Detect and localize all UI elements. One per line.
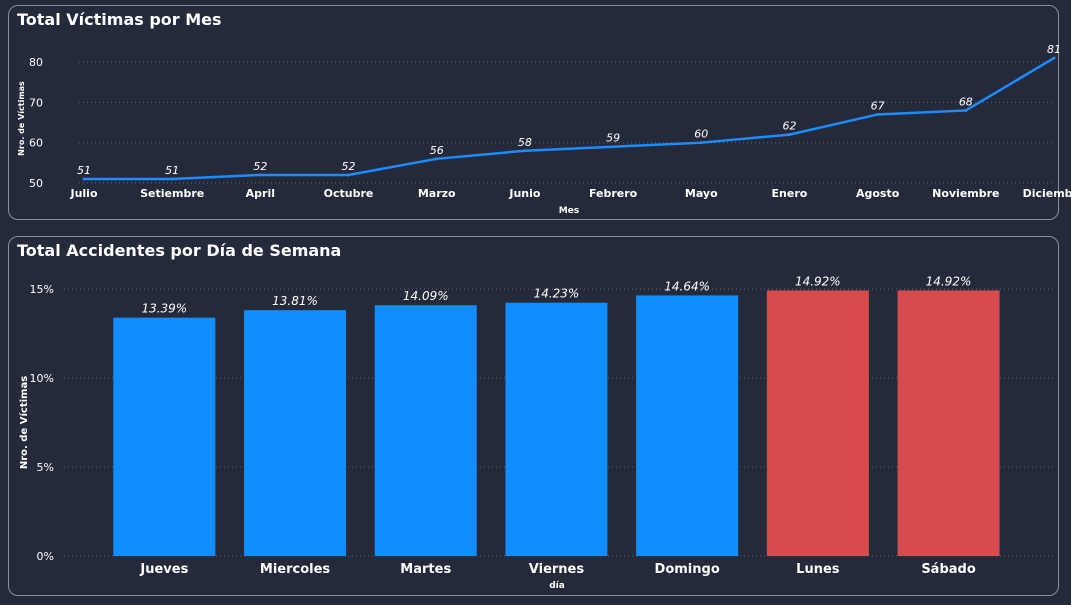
bar-domingo xyxy=(636,295,739,556)
monthly-victims-panel: Total Víctimas por Mes 50 60 70 80 51 Julio 51… xyxy=(8,5,1071,220)
line-chart-point xyxy=(82,177,86,181)
line-chart-data-label: 51 xyxy=(165,164,179,177)
bar-lunes xyxy=(766,290,869,556)
bar-chart-data-label: 13.81% xyxy=(272,294,318,308)
bar-sábado xyxy=(897,290,1000,556)
line-chart-x-tick: Setiembre xyxy=(140,187,204,200)
bar-chart-data-label: 14.92% xyxy=(926,274,972,288)
line-chart-data-label: 81 xyxy=(1047,43,1061,56)
bar-viernes xyxy=(505,302,608,556)
weekday-accidents-bar-chart: 0% 5% 10% 15% 13.39% Jueves 13.81% Miercoles 14.… xyxy=(18,274,1054,591)
line-chart-data-label: 62 xyxy=(782,120,796,133)
line-chart-x-tick: Junio xyxy=(508,187,541,200)
bar-chart-x-tick: Sábado xyxy=(921,562,976,577)
line-chart-data-label: 56 xyxy=(430,144,444,157)
line-chart-data-label: 58 xyxy=(518,136,532,149)
bar-chart-y-tick: 5% xyxy=(37,461,54,474)
monthly-victims-line-chart: 50 60 70 80 51 Julio 51 Setiembre 52 April 52 Octub… xyxy=(17,43,1071,216)
line-chart-x-axis-title: Mes xyxy=(559,206,579,216)
line-chart-x-tick: Enero xyxy=(772,187,808,200)
bar-martes xyxy=(374,305,477,556)
line-chart-x-tick: Febrero xyxy=(589,187,638,200)
line-chart-x-tick: Julio xyxy=(69,187,97,200)
line-chart-point xyxy=(170,177,174,181)
line-chart-data-label: 59 xyxy=(606,132,620,145)
bar-chart-x-axis-title: día xyxy=(549,581,565,591)
monthly-victims-series-line xyxy=(84,56,1055,181)
bar-chart-y-axis-title: Nro. de Víctimas xyxy=(18,376,30,469)
line-chart-y-axis-title: Nro. de Víctimas xyxy=(17,81,26,156)
line-chart-data-label: 52 xyxy=(253,160,267,173)
line-chart-data-label: 68 xyxy=(959,95,973,108)
line-chart-point xyxy=(964,108,968,112)
bar-miercoles xyxy=(244,310,347,556)
line-chart-x-tick: Octubre xyxy=(324,187,374,200)
bar-chart-x-tick: Lunes xyxy=(796,562,840,577)
bar-chart-x-tick: Martes xyxy=(400,562,451,577)
line-chart-data-label: 60 xyxy=(694,128,708,141)
weekday-accidents-panel: Total Accidentes por Día de Semana 0% 5% 1… xyxy=(8,236,1059,596)
line-chart-point xyxy=(699,141,703,145)
bar-chart-x-tick: Miercoles xyxy=(260,562,331,577)
bar-chart-x-tick: Jueves xyxy=(139,562,188,577)
line-chart-x-tick: Noviembre xyxy=(932,187,999,200)
line-chart-point xyxy=(258,173,262,177)
line-chart-x-tick: Diciembre xyxy=(1023,187,1071,200)
line-chart-y-tick: 70 xyxy=(29,96,43,109)
bar-chart-data-label: 14.09% xyxy=(403,289,449,303)
bar-chart-x-tick: Domingo xyxy=(655,562,720,577)
line-chart-data-label: 52 xyxy=(342,160,356,173)
line-chart-x-tick: Marzo xyxy=(418,187,456,200)
bar-chart-data-label: 14.23% xyxy=(534,287,580,301)
line-chart-point xyxy=(1052,56,1056,60)
line-chart-point xyxy=(787,133,791,137)
line-chart-x-tick: Agosto xyxy=(856,187,900,200)
bar-chart-data-label: 14.64% xyxy=(664,279,710,293)
line-chart-x-tick: Mayo xyxy=(685,187,718,200)
line-chart-point xyxy=(611,145,615,149)
bar-chart-data-label: 14.92% xyxy=(795,274,841,288)
bar-chart-x-tick: Viernes xyxy=(529,562,585,577)
line-chart-x-tick: April xyxy=(246,187,275,200)
monthly-victims-title: Total Víctimas por Mes xyxy=(17,10,222,29)
line-chart-data-label: 67 xyxy=(871,99,885,112)
line-chart-point xyxy=(876,112,880,116)
weekday-accidents-title: Total Accidentes por Día de Semana xyxy=(17,241,342,260)
line-chart-y-tick: 50 xyxy=(29,177,43,190)
line-chart-y-tick: 60 xyxy=(29,137,43,150)
bar-jueves xyxy=(113,317,216,556)
bar-chart-y-tick: 0% xyxy=(37,550,54,563)
bar-chart-data-label: 13.39% xyxy=(141,302,187,316)
line-chart-point xyxy=(347,173,351,177)
line-chart-y-tick: 80 xyxy=(29,56,43,69)
line-chart-point xyxy=(523,149,527,153)
bar-chart-y-tick: 10% xyxy=(30,372,54,385)
bar-chart-y-tick: 15% xyxy=(30,283,54,296)
line-chart-data-label: 51 xyxy=(77,164,91,177)
line-chart-point xyxy=(435,157,439,161)
